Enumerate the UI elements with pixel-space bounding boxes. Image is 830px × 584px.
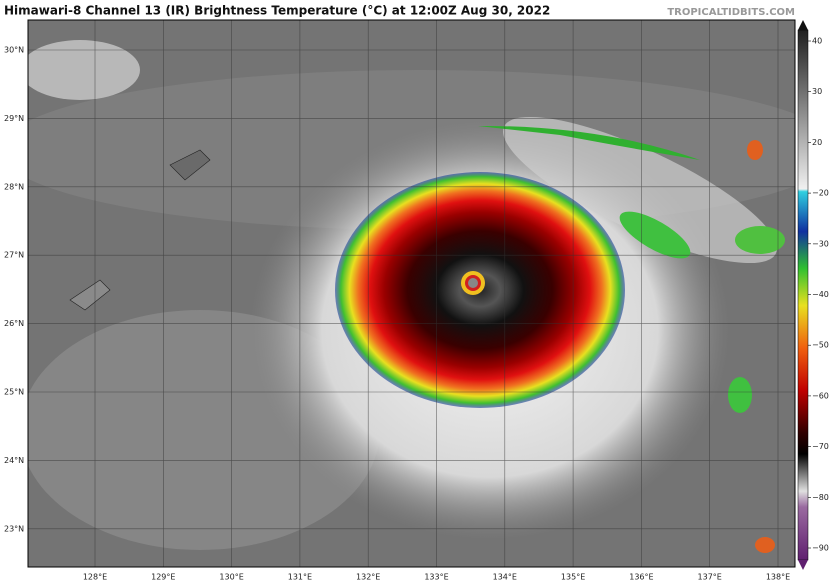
colorbar-label: −50 bbox=[812, 341, 829, 350]
colorbar-label: 20 bbox=[812, 138, 822, 147]
colorbar-label: −60 bbox=[812, 391, 829, 400]
colorbar-label: −40 bbox=[812, 290, 829, 299]
lat-label: 30°N bbox=[4, 46, 24, 55]
lon-label: 130°E bbox=[219, 573, 243, 582]
lon-label: 134°E bbox=[493, 573, 517, 582]
colorbar-label: 30 bbox=[812, 87, 822, 96]
satellite-image bbox=[28, 20, 795, 567]
colorbar-label: −80 bbox=[812, 493, 829, 502]
lat-label: 26°N bbox=[4, 319, 24, 328]
lat-label: 24°N bbox=[4, 456, 24, 465]
lat-label: 23°N bbox=[4, 524, 24, 533]
lat-label: 28°N bbox=[4, 182, 24, 191]
colorbar-label: −70 bbox=[812, 442, 829, 451]
lon-label: 128°E bbox=[83, 573, 107, 582]
lat-label: 25°N bbox=[4, 388, 24, 397]
lon-label: 129°E bbox=[151, 573, 175, 582]
colorbar-label: 40 bbox=[812, 37, 822, 46]
title: Himawari-8 Channel 13 (IR) Brightness Te… bbox=[4, 4, 550, 18]
lat-label: 27°N bbox=[4, 251, 24, 260]
colorbar-label: −20 bbox=[812, 189, 829, 198]
lat-label: 29°N bbox=[4, 114, 24, 123]
colorbar-label: −90 bbox=[812, 544, 829, 553]
lon-label: 132°E bbox=[356, 573, 380, 582]
lon-label: 136°E bbox=[629, 573, 653, 582]
colorbar-arrow bbox=[798, 20, 808, 30]
source: TROPICALTIDBITS.COM bbox=[667, 7, 795, 18]
map-frame bbox=[27, 19, 796, 568]
lon-label: 137°E bbox=[698, 573, 722, 582]
lon-label: 133°E bbox=[424, 573, 448, 582]
colorbar-label: −30 bbox=[812, 239, 829, 248]
colorbar-arrow bbox=[798, 560, 808, 570]
colorbar bbox=[797, 29, 809, 561]
lon-label: 131°E bbox=[288, 573, 312, 582]
lon-label: 135°E bbox=[561, 573, 585, 582]
lon-label: 138°E bbox=[766, 573, 790, 582]
